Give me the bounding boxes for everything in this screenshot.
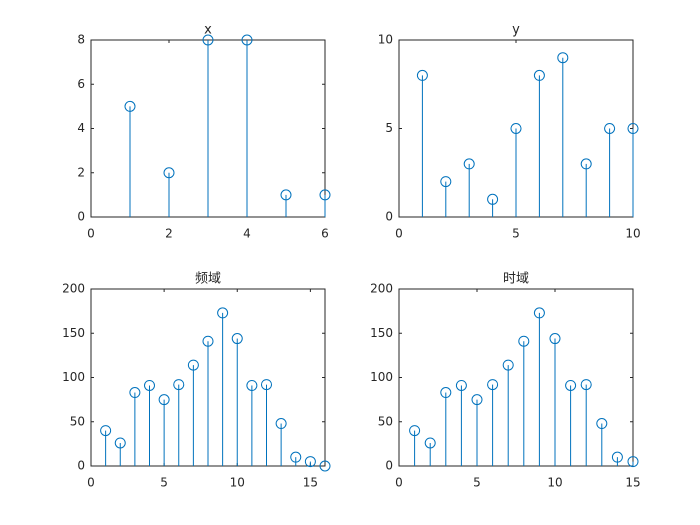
y-tick-label: 4 — [77, 121, 85, 135]
stem-marker — [114, 437, 126, 449]
stem-marker — [173, 379, 185, 391]
stem-marker — [261, 379, 272, 391]
stem-marker — [241, 34, 253, 46]
stem-marker — [455, 379, 467, 391]
stem-marker — [502, 359, 514, 371]
stem-marker — [187, 359, 199, 371]
y-tick-label: 10 — [378, 33, 393, 47]
x-tick-label: 0 — [87, 227, 95, 241]
stem-marker — [596, 418, 608, 430]
x-tick-label: 10 — [547, 476, 562, 490]
stem-marker — [217, 307, 229, 319]
y-tick-label: 200 — [62, 282, 85, 296]
stem-marker — [202, 335, 214, 347]
stem-marker — [144, 379, 155, 391]
y-tick-label: 0 — [77, 459, 85, 473]
stem-marker — [518, 335, 530, 347]
subplot-title: y — [512, 23, 520, 38]
stem-marker — [202, 34, 214, 46]
subplot: y 0 5 10 0 5 10 — [378, 23, 641, 241]
stem-marker — [319, 189, 331, 201]
x-tick-label: 10 — [625, 227, 640, 241]
stem-marker — [580, 379, 592, 391]
stem-marker — [580, 158, 592, 170]
stem-marker — [604, 123, 616, 134]
stem-marker — [124, 100, 136, 112]
y-tick-label: 5 — [385, 121, 393, 135]
x-tick-label: 5 — [473, 476, 481, 490]
stem-marker — [487, 193, 499, 205]
subplot-title: 频域 — [195, 272, 221, 287]
y-tick-label: 200 — [370, 282, 393, 296]
stem-marker — [549, 333, 561, 345]
stem-marker — [440, 176, 452, 188]
stem-marker — [627, 123, 639, 134]
x-tick-label: 6 — [321, 227, 329, 241]
y-tick-label: 0 — [385, 210, 393, 224]
stem-marker — [627, 456, 639, 468]
subplot-title: 时域 — [503, 272, 529, 287]
x-tick-label: 0 — [395, 476, 403, 490]
stem-marker — [510, 123, 522, 134]
stem-marker — [280, 189, 292, 201]
y-tick-label: 100 — [370, 370, 393, 384]
stem-marker — [319, 460, 331, 472]
stem-marker — [416, 69, 428, 81]
stem-marker — [533, 69, 545, 81]
stem-marker — [565, 379, 577, 391]
x-tick-label: 0 — [87, 476, 95, 490]
stem-marker — [304, 456, 316, 468]
stem-marker — [163, 167, 175, 179]
stem-marker — [246, 379, 258, 391]
y-tick-label: 0 — [385, 459, 393, 473]
x-tick-label: 10 — [230, 476, 245, 490]
y-tick-label: 150 — [62, 326, 85, 340]
x-tick-label: 4 — [243, 227, 251, 241]
y-tick-label: 50 — [70, 414, 85, 428]
stem-marker — [471, 394, 483, 406]
stem-marker — [275, 418, 287, 430]
y-tick-label: 150 — [370, 326, 393, 340]
stem-marker — [463, 158, 475, 170]
subplot-title: x — [204, 23, 212, 38]
y-tick-label: 100 — [62, 370, 85, 384]
x-tick-label: 0 — [395, 227, 403, 241]
x-tick-label: 5 — [160, 476, 168, 490]
x-tick-label: 15 — [625, 476, 640, 490]
stem-marker — [290, 451, 302, 463]
stem-marker — [533, 307, 545, 319]
stem-marker — [557, 52, 569, 64]
stem-marker — [487, 379, 499, 391]
y-tick-label: 8 — [77, 33, 85, 47]
stem-marker — [409, 425, 421, 437]
y-tick-label: 0 — [77, 210, 85, 224]
subplot: x 0 2 4 6 0 2 4 6 8 — [77, 23, 331, 241]
stem-marker — [158, 394, 170, 406]
stem-marker — [440, 387, 452, 399]
y-tick-label: 2 — [77, 165, 85, 179]
y-tick-label: 6 — [77, 77, 85, 91]
stem-marker — [424, 437, 436, 449]
x-tick-label: 15 — [303, 476, 318, 490]
x-tick-label: 5 — [512, 227, 520, 241]
x-tick-label: 2 — [165, 227, 173, 241]
stem-marker — [100, 425, 112, 437]
stem-marker — [129, 387, 141, 399]
stem-marker — [231, 333, 243, 345]
stem-marker — [611, 451, 623, 463]
y-tick-label: 50 — [378, 414, 393, 428]
